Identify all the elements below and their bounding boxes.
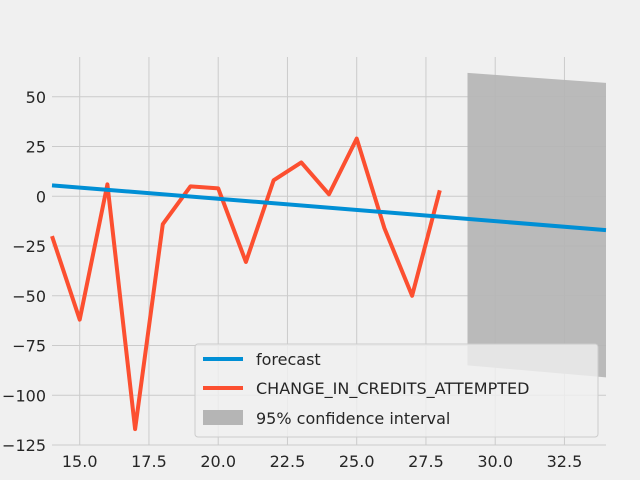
x-axis-ticks: 15.0 17.5 20.0 22.5 25.0 27.5 30.0 32.5 [62,452,582,471]
legend-label-change-in-credits-attempted: CHANGE_IN_CREDITS_ATTEMPTED [256,379,529,399]
y-tick-label: −25 [12,237,46,256]
x-tick-label: 17.5 [131,452,167,471]
legend-label-confidence-interval: 95% confidence interval [256,409,450,428]
x-tick-label: 20.0 [200,452,236,471]
y-tick-label: 25 [26,138,46,157]
legend-label-forecast: forecast [256,350,321,369]
y-tick-label: −75 [12,337,46,356]
legend-box [194,343,599,438]
x-tick-label: 25.0 [339,452,375,471]
legend-swatch-confidence-interval [203,410,243,425]
series-line-forecast [51,183,607,233]
y-tick-label: −100 [2,386,46,405]
x-tick-label: 15.0 [62,452,98,471]
y-tick-label: 0 [36,187,46,206]
y-tick-label: −125 [2,436,46,455]
y-tick-label: −50 [12,287,46,306]
legend: forecast CHANGE_IN_CREDITS_ATTEMPTED 95%… [194,343,599,438]
series-layer [50,136,607,432]
x-tick-label: 22.5 [270,452,306,471]
y-tick-label: 50 [26,88,46,107]
series-line-change-in-credits-attempted [50,136,442,432]
y-axis-ticks: 50 25 0 −25 −50 −75 −100 −125 [2,88,46,455]
x-tick-label: 32.5 [547,452,583,471]
x-tick-label: 30.0 [477,452,513,471]
x-tick-label: 27.5 [408,452,444,471]
